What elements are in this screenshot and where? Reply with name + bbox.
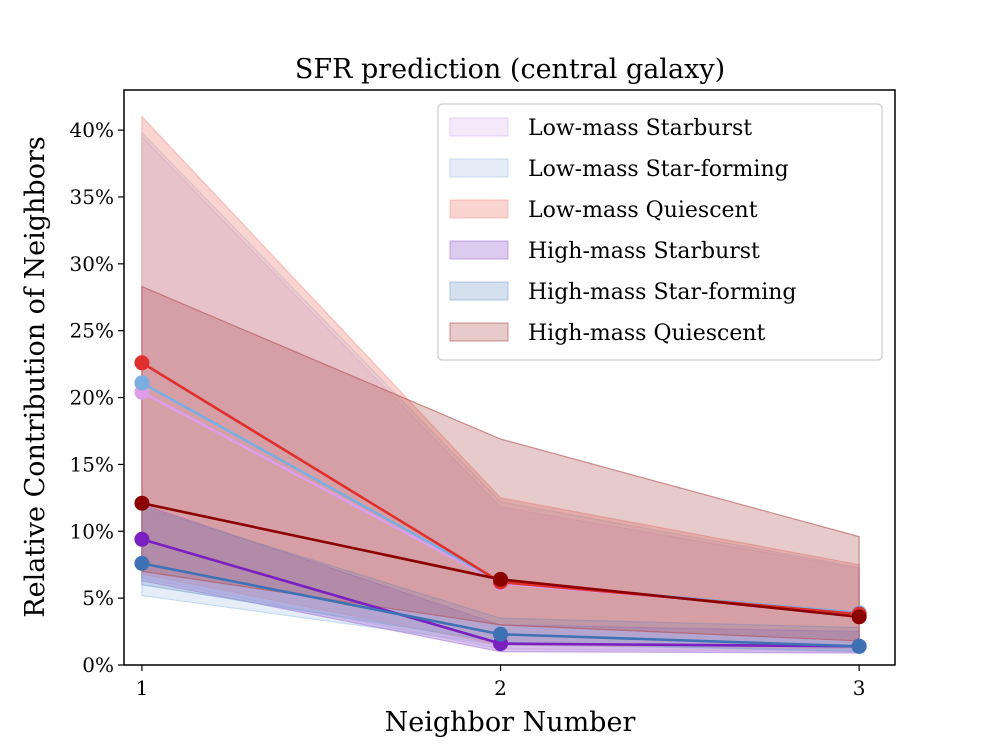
legend-swatch-high-mass-quiescent — [449, 322, 509, 342]
legend-label-low-mass-star-forming: Low-mass Star-forming — [528, 157, 789, 182]
legend-swatch-high-mass-star-forming — [449, 281, 509, 301]
legend-swatch-low-mass-quiescent — [449, 199, 509, 219]
y-tick-label: 0% — [82, 653, 114, 677]
confidence-bands — [141, 115, 860, 654]
x-tick-label: 2 — [494, 676, 507, 700]
legend-swatch-high-mass-starburst — [449, 240, 509, 260]
series-points — [134, 355, 867, 654]
legend: Low-mass Starburst Low-mass Star-forming L… — [437, 103, 883, 361]
point-high-mass-quiescent-1 — [134, 495, 150, 511]
y-tick-label: 40% — [70, 118, 114, 142]
y-tick-label: 20% — [70, 386, 114, 410]
legend-box — [437, 103, 883, 361]
point-high-mass-starburst-1 — [134, 531, 150, 547]
y-tick-label: 10% — [70, 519, 114, 543]
point-low-mass-quiescent-1 — [134, 355, 150, 371]
point-high-mass-star-forming-3 — [851, 638, 867, 654]
legend-label-high-mass-quiescent: High-mass Quiescent — [528, 321, 766, 346]
legend-label-high-mass-starburst: High-mass Starburst — [528, 239, 760, 264]
point-high-mass-quiescent-2 — [493, 571, 509, 587]
x-tick-label: 1 — [136, 676, 149, 700]
legend-label-low-mass-quiescent: Low-mass Quiescent — [528, 198, 758, 223]
y-tick-label: 35% — [70, 185, 114, 209]
legend-label-high-mass-star-forming: High-mass Star-forming — [528, 280, 797, 305]
legend-swatch-low-mass-star-forming — [449, 158, 509, 178]
legend-swatch-low-mass-starburst — [449, 117, 509, 137]
point-high-mass-quiescent-3 — [851, 609, 867, 625]
y-axis-label: Relative Contribution of Neighbors — [20, 136, 51, 617]
y-tick-label: 5% — [82, 586, 114, 610]
x-axis-ticks: 1 2 3 — [136, 665, 866, 700]
point-high-mass-star-forming-2 — [493, 626, 509, 642]
y-tick-label: 30% — [70, 252, 114, 276]
y-tick-label: 25% — [70, 319, 114, 343]
y-tick-label: 15% — [70, 452, 114, 476]
legend-label-low-mass-starburst: Low-mass Starburst — [528, 116, 752, 141]
point-high-mass-star-forming-1 — [134, 555, 150, 571]
x-tick-label: 3 — [853, 676, 866, 700]
y-axis-ticks: 0% 5% 10% 15% 20% 25% 30% 35% 40% — [70, 118, 124, 677]
x-axis-label: Neighbor Number — [385, 707, 636, 738]
point-low-mass-star-forming-1 — [134, 375, 150, 391]
chart-title: SFR prediction (central galaxy) — [295, 54, 725, 85]
plot-frame — [123, 89, 896, 666]
